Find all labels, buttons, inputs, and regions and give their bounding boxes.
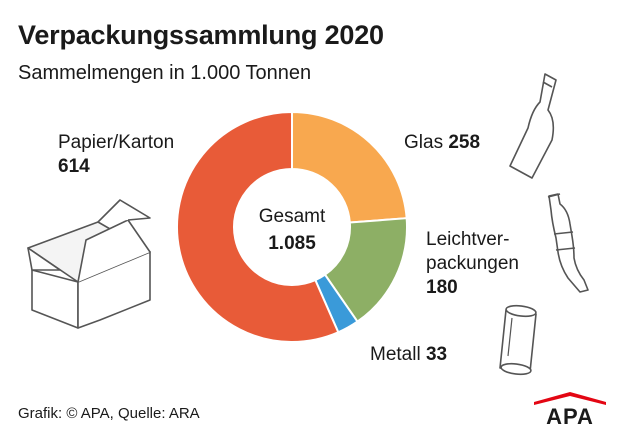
series-value: 180 [426, 277, 458, 298]
series-name: Papier/Karton [58, 132, 175, 153]
slice-glas [291, 110, 408, 224]
can-icon [499, 304, 537, 376]
series-value: 33 [425, 344, 448, 365]
label-leichtverpackungen: Leichtver- packungen 180 [426, 228, 519, 300]
series-name: Metall [370, 344, 421, 365]
apa-logo: APA [534, 392, 606, 426]
label-papier-karton: Papier/Karton 614 [58, 131, 174, 179]
chart-title: Verpackungssammlung 2020 [18, 20, 384, 50]
slice-papier-karton [176, 110, 340, 343]
series-value: 614 [58, 156, 90, 177]
series-name: Glas [404, 132, 444, 153]
series-name-line-2: packungen [426, 253, 519, 274]
bottle-icon [509, 73, 557, 179]
label-glas: Glas 258 [404, 131, 480, 155]
source-note: Grafik: © APA, Quelle: ARA [18, 405, 200, 422]
center-total: 1.085 [268, 233, 316, 254]
series-value: 258 [448, 132, 481, 153]
chart-subtitle: Sammelmengen in 1.000 Tonnen [18, 62, 312, 84]
plastic-bottle-icon [547, 193, 589, 293]
series-name-line-1: Leichtver- [426, 229, 510, 250]
logo-text: APA [546, 404, 594, 426]
label-metall: Metall 33 [370, 343, 447, 367]
center-label: Gesamt [259, 206, 326, 227]
box-icon [27, 199, 151, 329]
